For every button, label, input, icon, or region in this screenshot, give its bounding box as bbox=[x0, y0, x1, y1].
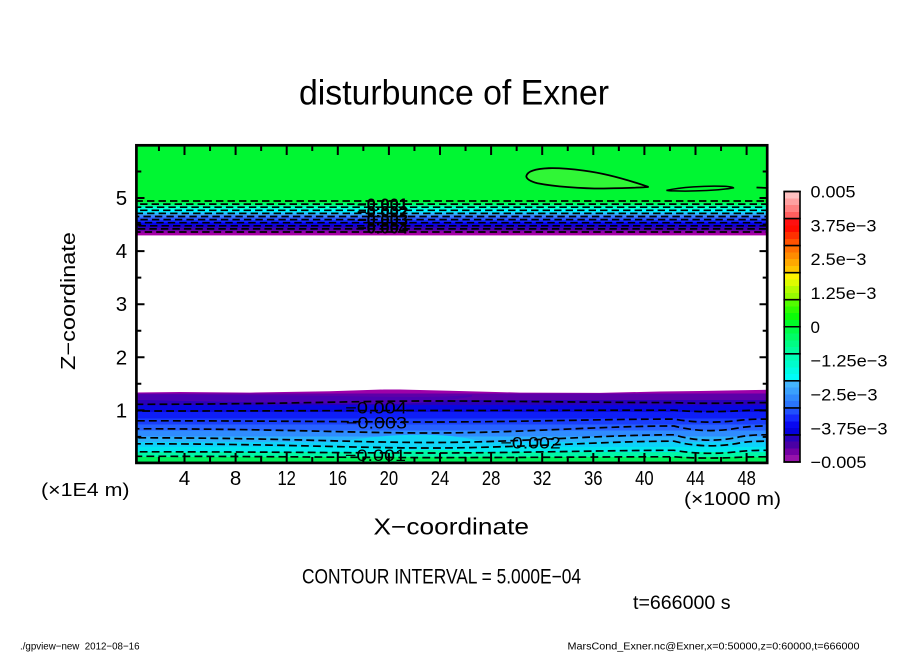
svg-text:0: 0 bbox=[811, 318, 820, 337]
svg-text:−0.004: −0.004 bbox=[345, 398, 407, 417]
svg-text:1.25e−3: 1.25e−3 bbox=[811, 284, 877, 303]
svg-text:−2.5e−3: −2.5e−3 bbox=[811, 386, 878, 405]
svg-text:Z−coordinate: Z−coordinate bbox=[58, 232, 80, 370]
svg-text:−0.005: −0.005 bbox=[811, 453, 867, 472]
svg-text:−1.25e−3: −1.25e−3 bbox=[811, 352, 888, 371]
svg-text:−0.003: −0.003 bbox=[357, 211, 408, 229]
svg-text:4: 4 bbox=[179, 467, 190, 490]
svg-text:1: 1 bbox=[116, 399, 127, 422]
svg-text:36: 36 bbox=[584, 467, 603, 490]
svg-text:3: 3 bbox=[116, 293, 127, 316]
svg-text:16: 16 bbox=[329, 467, 348, 490]
svg-text:−0.001: −0.001 bbox=[357, 196, 408, 214]
svg-text:(×1E4 m): (×1E4 m) bbox=[41, 480, 130, 500]
svg-text:5: 5 bbox=[116, 187, 127, 210]
svg-text:disturbunce of Exner: disturbunce of Exner bbox=[299, 74, 609, 113]
svg-text:MarsCond_Exner.nc@Exner,x=0:50: MarsCond_Exner.nc@Exner,x=0:50000,z=0:60… bbox=[568, 641, 860, 653]
svg-text:−0.002: −0.002 bbox=[501, 433, 561, 452]
svg-text:3.75e−3: 3.75e−3 bbox=[811, 216, 877, 235]
svg-text:CONTOUR INTERVAL = 5.000E−04: CONTOUR INTERVAL = 5.000E−04 bbox=[302, 566, 581, 589]
svg-text:−0.003: −0.003 bbox=[346, 414, 407, 433]
svg-text:−0.004: −0.004 bbox=[357, 220, 409, 238]
svg-text:24: 24 bbox=[431, 467, 450, 490]
svg-text:12: 12 bbox=[277, 467, 296, 490]
svg-text:−0.002: −0.002 bbox=[357, 204, 408, 222]
svg-text:40: 40 bbox=[635, 467, 654, 490]
svg-text:X−coordinate: X−coordinate bbox=[374, 514, 530, 540]
svg-text:./gpview−new 2012−08−16: ./gpview−new 2012−08−16 bbox=[20, 641, 140, 653]
svg-text:48: 48 bbox=[737, 467, 756, 490]
svg-text:0.005: 0.005 bbox=[811, 183, 856, 202]
svg-text:2.5e−3: 2.5e−3 bbox=[811, 250, 867, 269]
svg-text:(×1000 m): (×1000 m) bbox=[684, 489, 781, 509]
svg-text:44: 44 bbox=[686, 467, 705, 490]
svg-text:32: 32 bbox=[533, 467, 552, 490]
svg-text:2: 2 bbox=[116, 346, 127, 369]
svg-text:4: 4 bbox=[116, 240, 127, 263]
svg-text:28: 28 bbox=[482, 467, 501, 490]
svg-text:t=666000 s: t=666000 s bbox=[633, 593, 731, 614]
svg-text:−3.75e−3: −3.75e−3 bbox=[811, 419, 888, 438]
svg-text:20: 20 bbox=[380, 467, 399, 490]
svg-text:8: 8 bbox=[230, 467, 241, 490]
svg-text:−0.001: −0.001 bbox=[345, 446, 406, 465]
